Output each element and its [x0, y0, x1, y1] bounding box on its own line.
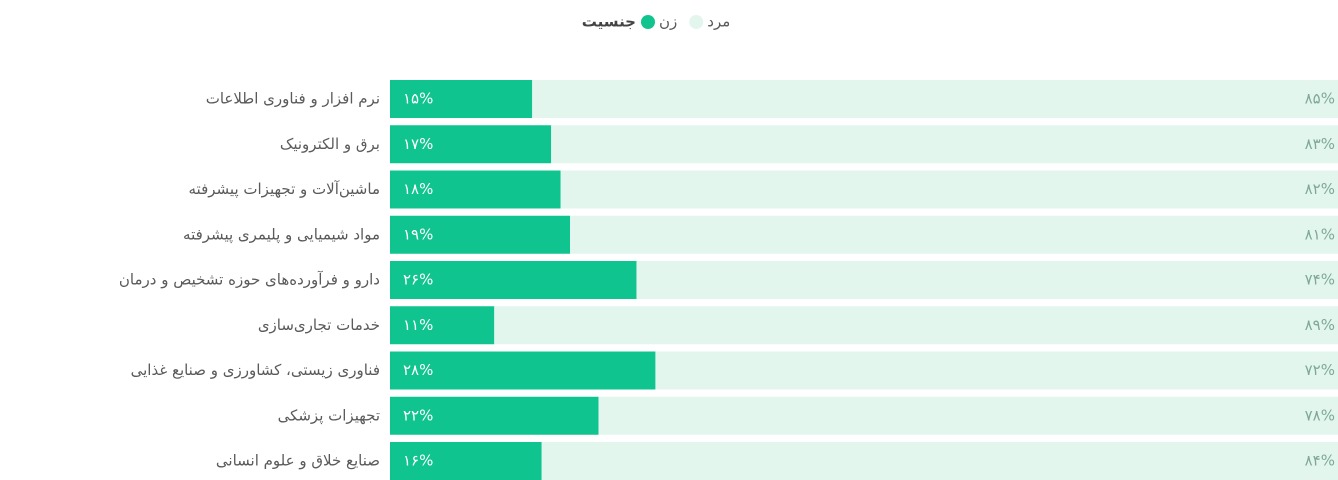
value-label: ۲۸% — [403, 361, 433, 379]
value-label: ۸۴% — [1305, 452, 1335, 470]
bar-segment — [541, 442, 1338, 480]
legend-swatch — [641, 15, 655, 29]
bar-segment — [560, 170, 1338, 209]
value-label: ۸۱% — [1305, 225, 1335, 243]
bar-segment — [570, 215, 1338, 254]
bar-segment — [636, 261, 1338, 299]
bar-segment — [390, 215, 571, 254]
legend-label: مرد — [707, 13, 730, 31]
bar-segment — [390, 442, 542, 480]
bar-segment — [390, 351, 656, 390]
bar-segment — [390, 261, 637, 299]
bar-segment — [390, 396, 599, 435]
category-label: مواد شیمیایی و پلیمری پیشرفته — [183, 225, 380, 244]
value-label: ۸۳% — [1305, 135, 1335, 153]
value-label: ۸۵% — [1305, 90, 1335, 108]
legend-title: جنسیت — [582, 13, 636, 31]
value-label: ۱۵% — [403, 90, 433, 108]
value-label: ۱۷% — [403, 135, 433, 153]
value-label: ۱۸% — [403, 180, 433, 198]
legend-label: زن — [659, 13, 677, 31]
bar-segment — [655, 351, 1338, 390]
value-label: ۷۴% — [1305, 271, 1335, 289]
category-label: برق و الکترونیک — [280, 135, 380, 153]
category-label: تجهیزات پزشکی — [278, 406, 380, 425]
value-label: ۷۲% — [1305, 361, 1335, 379]
value-label: ۸۲% — [1305, 180, 1335, 198]
bar-segment — [390, 80, 533, 118]
value-label: ۲۲% — [403, 406, 433, 424]
bar-segment — [598, 396, 1338, 435]
category-label: فناوری زیستی، کشاورزی و صنایع غذایی — [131, 361, 380, 379]
value-label: ۱۹% — [403, 225, 433, 243]
value-label: ۷۸% — [1305, 406, 1335, 424]
category-label: دارو و فرآورده‌های حوزه تشخیص و درمان — [119, 271, 380, 289]
category-label: صنایع خلاق و علوم انسانی — [216, 452, 380, 470]
legend-swatch — [689, 15, 704, 29]
bar-segment — [390, 170, 561, 209]
bar-segment — [532, 80, 1338, 118]
value-label: ۸۹% — [1305, 316, 1335, 334]
bar-segment — [390, 306, 495, 345]
bar-segment — [551, 125, 1338, 164]
bar-segment — [390, 125, 552, 164]
value-label: ۱۶% — [403, 452, 433, 470]
bar-segment — [494, 306, 1338, 345]
category-label: ماشین‌آلات و تجهیزات پیشرفته — [189, 180, 380, 199]
value-label: ۱۱% — [403, 316, 433, 334]
value-label: ۲۶% — [403, 271, 433, 289]
category-label: نرم افزار و فناوری اطلاعات — [206, 90, 380, 108]
category-label: خدمات تجاری‌سازی — [258, 316, 380, 334]
